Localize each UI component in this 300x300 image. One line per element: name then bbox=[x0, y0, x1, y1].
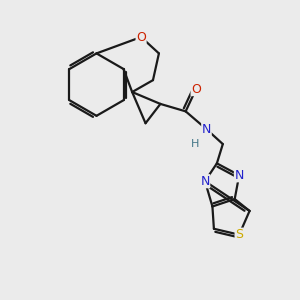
Text: O: O bbox=[191, 82, 201, 96]
Text: N: N bbox=[202, 123, 211, 136]
Text: O: O bbox=[136, 31, 146, 44]
Text: S: S bbox=[235, 228, 243, 241]
Text: H: H bbox=[190, 139, 199, 149]
Text: N: N bbox=[200, 175, 210, 188]
Text: N: N bbox=[235, 169, 244, 182]
